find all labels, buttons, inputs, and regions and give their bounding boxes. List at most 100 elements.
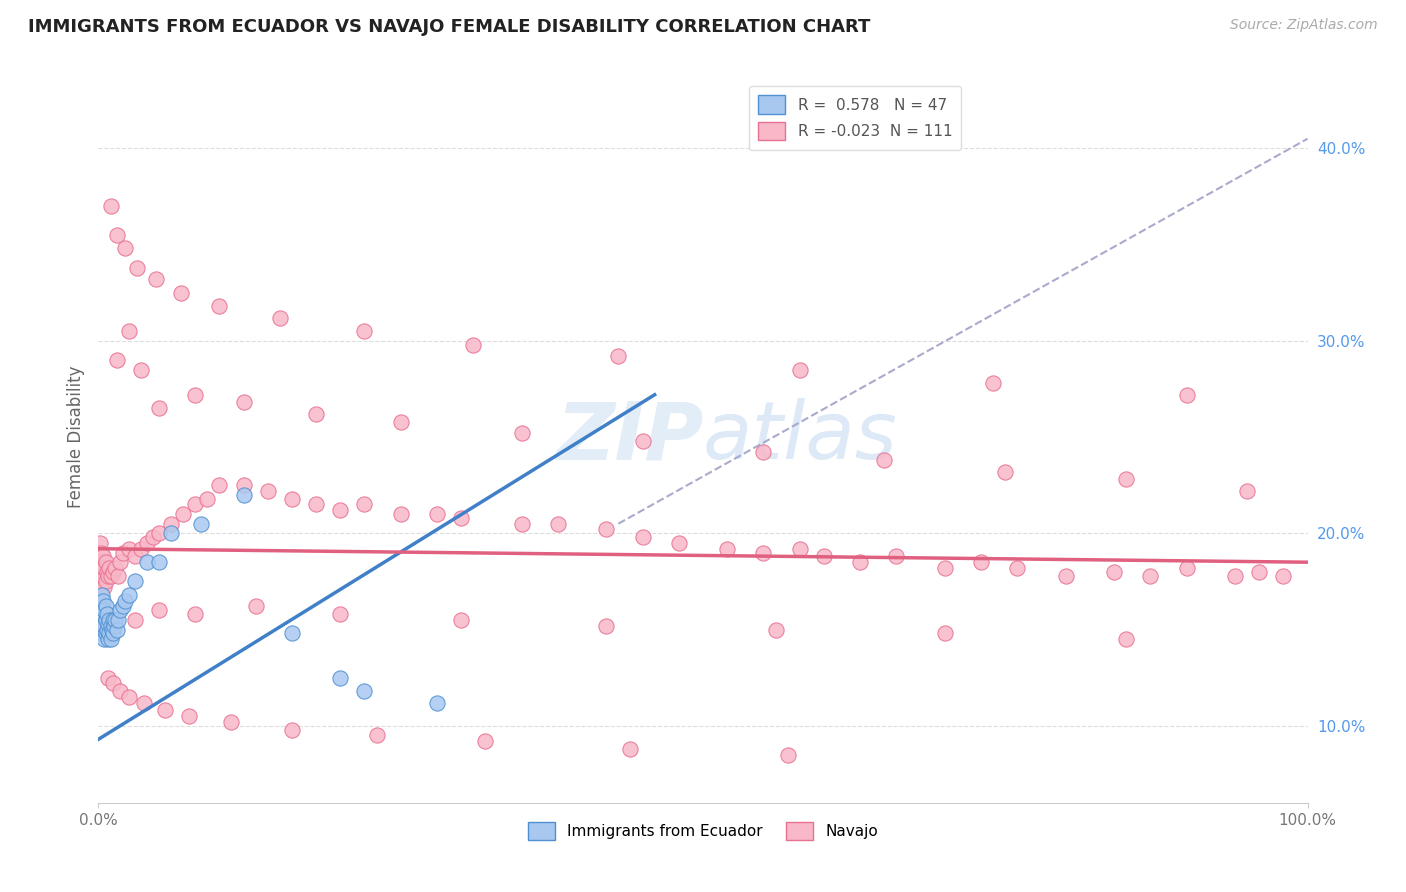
Point: [426, 696, 449, 710]
Point: [1007, 561, 1029, 575]
Point: [148, 526, 170, 541]
Point: [89, 613, 111, 627]
Point: [305, 407, 328, 421]
Point: [595, 618, 617, 632]
Point: [631, 530, 654, 544]
Point: [765, 623, 787, 637]
Point: [510, 516, 533, 531]
Point: [595, 523, 617, 537]
Point: [93, 618, 115, 632]
Point: [91, 616, 114, 631]
Point: [90, 565, 112, 579]
Point: [142, 530, 165, 544]
Point: [849, 555, 872, 569]
Point: [305, 498, 328, 512]
Point: [631, 434, 654, 448]
Point: [107, 568, 129, 582]
Point: [1223, 568, 1246, 582]
Point: [93, 632, 115, 647]
Point: [353, 684, 375, 698]
Point: [129, 541, 152, 556]
Point: [108, 555, 131, 569]
Point: [101, 626, 124, 640]
Point: [607, 349, 630, 363]
Point: [1054, 568, 1077, 582]
Point: [148, 555, 170, 569]
Point: [208, 299, 231, 313]
Point: [101, 565, 124, 579]
Point: [89, 536, 111, 550]
Point: [148, 401, 170, 416]
Point: [281, 491, 304, 506]
Point: [160, 516, 183, 531]
Point: [353, 324, 375, 338]
Point: [129, 362, 152, 376]
Point: [107, 613, 129, 627]
Point: [91, 613, 114, 627]
Point: [463, 337, 485, 351]
Point: [90, 623, 112, 637]
Point: [135, 536, 157, 550]
Point: [450, 511, 472, 525]
Point: [232, 395, 254, 409]
Text: Source: ZipAtlas.com: Source: ZipAtlas.com: [1230, 18, 1378, 32]
Point: [97, 568, 120, 582]
Point: [256, 483, 278, 498]
Point: [789, 541, 811, 556]
Point: [510, 426, 533, 441]
Point: [547, 516, 569, 531]
Point: [97, 671, 120, 685]
Text: atlas: atlas: [703, 398, 898, 476]
Point: [97, 616, 120, 631]
Point: [153, 703, 176, 717]
Point: [179, 709, 201, 723]
Point: [96, 623, 118, 637]
Point: [98, 613, 121, 627]
Legend: Immigrants from Ecuador, Navajo: Immigrants from Ecuador, Navajo: [522, 815, 884, 847]
Point: [160, 526, 183, 541]
Point: [105, 623, 128, 637]
Point: [281, 626, 304, 640]
Point: [232, 478, 254, 492]
Point: [1175, 561, 1198, 575]
Point: [184, 607, 207, 622]
Point: [90, 593, 112, 607]
Point: [96, 565, 118, 579]
Point: [1102, 565, 1125, 579]
Point: [221, 714, 243, 729]
Point: [90, 545, 112, 559]
Point: [776, 747, 799, 762]
Point: [91, 588, 114, 602]
Point: [281, 723, 304, 737]
Point: [100, 623, 122, 637]
Point: [94, 599, 117, 614]
Point: [145, 272, 167, 286]
Point: [208, 478, 231, 492]
Point: [104, 613, 127, 627]
Point: [105, 353, 128, 368]
Point: [752, 445, 775, 459]
Point: [118, 690, 141, 704]
Point: [91, 568, 114, 582]
Y-axis label: Female Disability: Female Disability: [66, 366, 84, 508]
Point: [118, 588, 141, 602]
Point: [114, 593, 136, 607]
Point: [100, 618, 122, 632]
Point: [105, 227, 128, 242]
Point: [329, 671, 352, 685]
Point: [94, 555, 117, 569]
Point: [474, 734, 496, 748]
Point: [114, 242, 136, 256]
Point: [1115, 632, 1137, 647]
Text: IMMIGRANTS FROM ECUADOR VS NAVAJO FEMALE DISABILITY CORRELATION CHART: IMMIGRANTS FROM ECUADOR VS NAVAJO FEMALE…: [28, 18, 870, 36]
Point: [1139, 568, 1161, 582]
Point: [108, 684, 131, 698]
Point: [94, 574, 117, 589]
Point: [103, 618, 125, 632]
Text: ZIP: ZIP: [555, 398, 703, 476]
Point: [100, 199, 122, 213]
Point: [195, 491, 218, 506]
Point: [329, 503, 352, 517]
Point: [91, 574, 114, 589]
Point: [873, 453, 896, 467]
